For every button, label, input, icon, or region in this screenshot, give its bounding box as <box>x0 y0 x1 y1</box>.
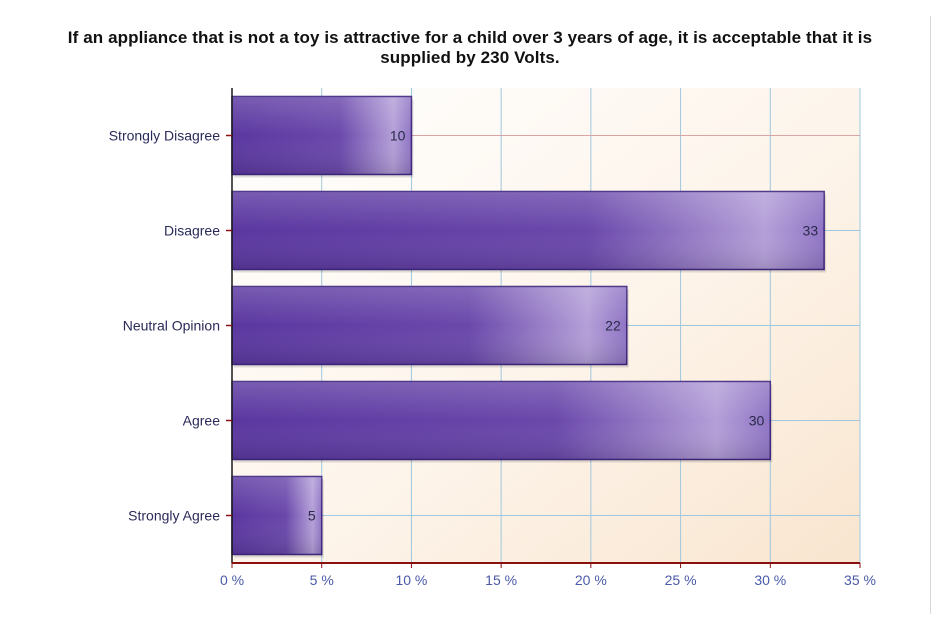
x-tick-label: 20 % <box>575 572 607 588</box>
x-tick-label: 15 % <box>485 572 517 588</box>
x-tick-label: 5 % <box>310 572 334 588</box>
category-label: Neutral Opinion <box>123 318 220 334</box>
x-tick-label: 25 % <box>665 572 697 588</box>
bar-value-label: 10 <box>390 128 406 144</box>
bar-value-label: 22 <box>605 318 621 334</box>
bar-value-label: 5 <box>308 508 316 524</box>
category-label: Disagree <box>164 223 220 239</box>
bar-value-label: 33 <box>803 223 819 239</box>
x-tick-label: 30 % <box>754 572 786 588</box>
category-label: Agree <box>183 413 221 429</box>
chart-title: If an appliance that is not a toy is att… <box>67 28 873 67</box>
x-tick-label: 0 % <box>220 572 244 588</box>
bars-group <box>231 95 827 558</box>
category-label: Strongly Agree <box>128 508 220 524</box>
bar-value-label: 30 <box>749 413 765 429</box>
bar-highlight <box>232 191 825 270</box>
x-tick-label: 35 % <box>844 572 876 588</box>
bar-highlight <box>232 96 412 175</box>
category-label: Strongly Disagree <box>109 128 220 144</box>
x-tick-label: 10 % <box>395 572 427 588</box>
axes-group <box>226 88 861 568</box>
chart-frame <box>6 16 931 614</box>
labels-group: 10 33 22 30 5 Strongly Disagree Disagree Neutra… <box>109 128 876 589</box>
bar-highlight <box>232 476 322 555</box>
bar-highlight <box>232 286 627 365</box>
bar-highlight <box>232 381 771 460</box>
